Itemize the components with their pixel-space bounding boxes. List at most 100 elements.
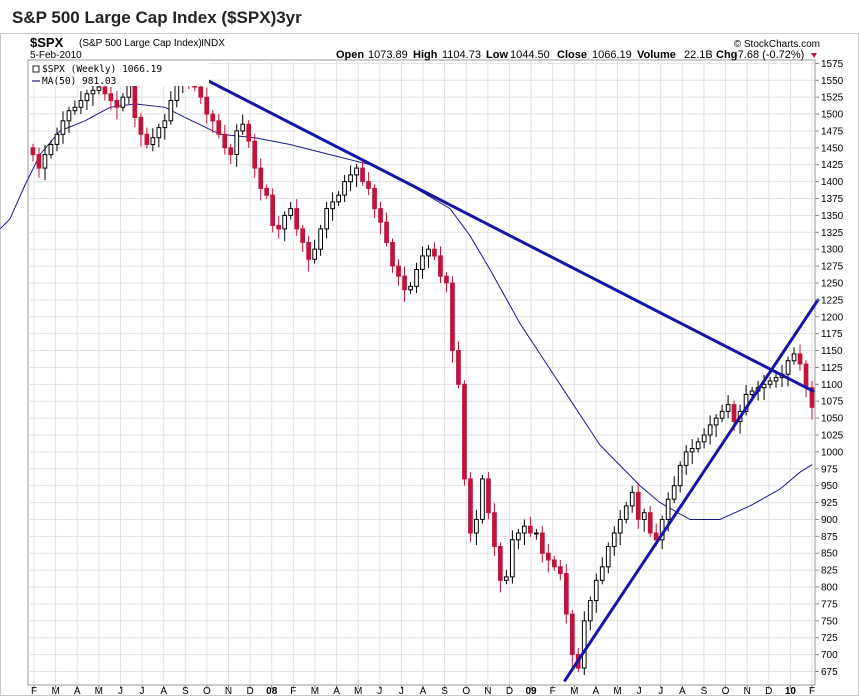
candle-down <box>228 147 234 156</box>
uptrend-line <box>563 298 820 682</box>
candle-down <box>653 532 659 541</box>
candle-up <box>695 441 701 450</box>
candle-up <box>354 167 359 176</box>
candle-up <box>318 228 323 250</box>
candle-up <box>66 110 72 122</box>
close-value: 1066.19 <box>592 49 632 61</box>
x-tick-label: O <box>203 686 211 696</box>
candle-up <box>791 353 797 362</box>
candle-down <box>384 221 389 243</box>
volume-value: 22.1B <box>684 49 713 61</box>
candle-down <box>300 228 305 243</box>
candle-up <box>623 505 629 520</box>
y-tick-label: 825 <box>821 566 838 577</box>
x-tick-label: 09 <box>525 686 537 696</box>
close-label: Close <box>557 49 587 61</box>
candle-down <box>252 140 258 169</box>
x-tick-label: J <box>399 686 404 696</box>
candle-up <box>671 485 677 500</box>
candle-down <box>114 100 120 108</box>
y-tick-label: 1175 <box>821 329 843 340</box>
symbol-label: $SPX <box>30 35 64 50</box>
candle-up <box>348 174 353 183</box>
high-value: 1104.73 <box>442 49 481 61</box>
candle-up <box>324 208 329 230</box>
x-tick-label: O <box>722 686 730 696</box>
candle-down <box>558 566 563 575</box>
candle-up <box>336 194 341 203</box>
legend-entry-price: $SPX (Weekly) 1066.19 <box>42 64 162 75</box>
y-tick-label: 1550 <box>821 76 844 87</box>
x-tick-label: A <box>74 686 81 696</box>
y-tick-label: 925 <box>821 498 838 509</box>
candle-up <box>587 600 593 622</box>
candle-up <box>120 96 126 108</box>
candle-down <box>246 123 252 142</box>
y-tick-label: 1350 <box>821 211 844 222</box>
candle-down <box>450 282 455 352</box>
y-tick-label: 725 <box>821 633 838 644</box>
y-tick-label: 1200 <box>821 312 844 323</box>
chg-down-arrow-icon <box>811 53 817 58</box>
candle-down <box>498 546 503 581</box>
candle-up <box>312 248 317 260</box>
candle-up <box>599 566 605 581</box>
x-tick-label: F <box>809 686 815 696</box>
candle-up <box>701 434 707 443</box>
candle-down <box>366 181 371 189</box>
candle-up <box>414 269 419 287</box>
x-tick-label: M <box>354 686 362 696</box>
candle-down <box>797 353 803 365</box>
candle-up <box>707 424 713 436</box>
y-tick-label: 700 <box>821 650 838 661</box>
candle-up <box>534 532 539 535</box>
candle-down <box>204 96 210 115</box>
candle-up <box>474 519 479 534</box>
candle-down <box>456 350 461 385</box>
candle-down <box>438 255 443 277</box>
candle-down <box>546 552 551 561</box>
candle-down <box>360 167 365 183</box>
x-tick-label: A <box>333 686 340 696</box>
x-tick-label: D <box>506 686 513 696</box>
legend-entry-ma: MA(50) 981.03 <box>42 76 116 87</box>
x-axis: F M A M J J A S O N D 08 F M A M J J A S O N D 09 F M A M J J A S O N D 10 F <box>31 685 815 696</box>
x-tick-label: M <box>613 686 621 696</box>
x-tick-label: A <box>420 686 427 696</box>
open-value: 1073.89 <box>368 49 408 61</box>
x-tick-label: S <box>182 686 189 696</box>
y-tick-label: 775 <box>821 599 838 610</box>
candle-up <box>713 417 719 426</box>
trendlines-layer <box>188 70 820 682</box>
candle-up <box>156 127 162 139</box>
candle-up <box>48 144 54 156</box>
candle-down <box>402 275 407 291</box>
index-name-label: (S&P 500 Large Cap Index) <box>79 38 202 49</box>
high-label: High <box>413 49 438 61</box>
candle-down <box>468 478 473 534</box>
candle-up <box>593 579 599 602</box>
candle-up <box>767 380 773 385</box>
candle-down <box>294 208 299 230</box>
candle-down <box>198 86 204 98</box>
candle-up <box>84 93 90 102</box>
y-tick-label: 850 <box>821 549 838 560</box>
candle-up <box>96 86 102 91</box>
y-tick-label: 1425 <box>821 160 844 171</box>
y-tick-label: 1500 <box>821 110 844 121</box>
candle-up <box>426 248 431 257</box>
y-tick-label: 800 <box>821 583 838 594</box>
x-tick-label: A <box>160 686 167 696</box>
candle-down <box>731 404 737 423</box>
chg-value: -7.68 (-0.72%) <box>734 49 804 61</box>
candle-down <box>36 154 42 169</box>
grid <box>28 60 815 685</box>
y-tick-label: 1575 <box>821 59 844 70</box>
candle-up <box>629 491 635 507</box>
candle-up <box>641 512 647 521</box>
candle-up <box>504 576 509 581</box>
candle-up <box>725 404 731 412</box>
x-tick-label: 08 <box>266 686 278 696</box>
candle-up <box>42 154 48 169</box>
